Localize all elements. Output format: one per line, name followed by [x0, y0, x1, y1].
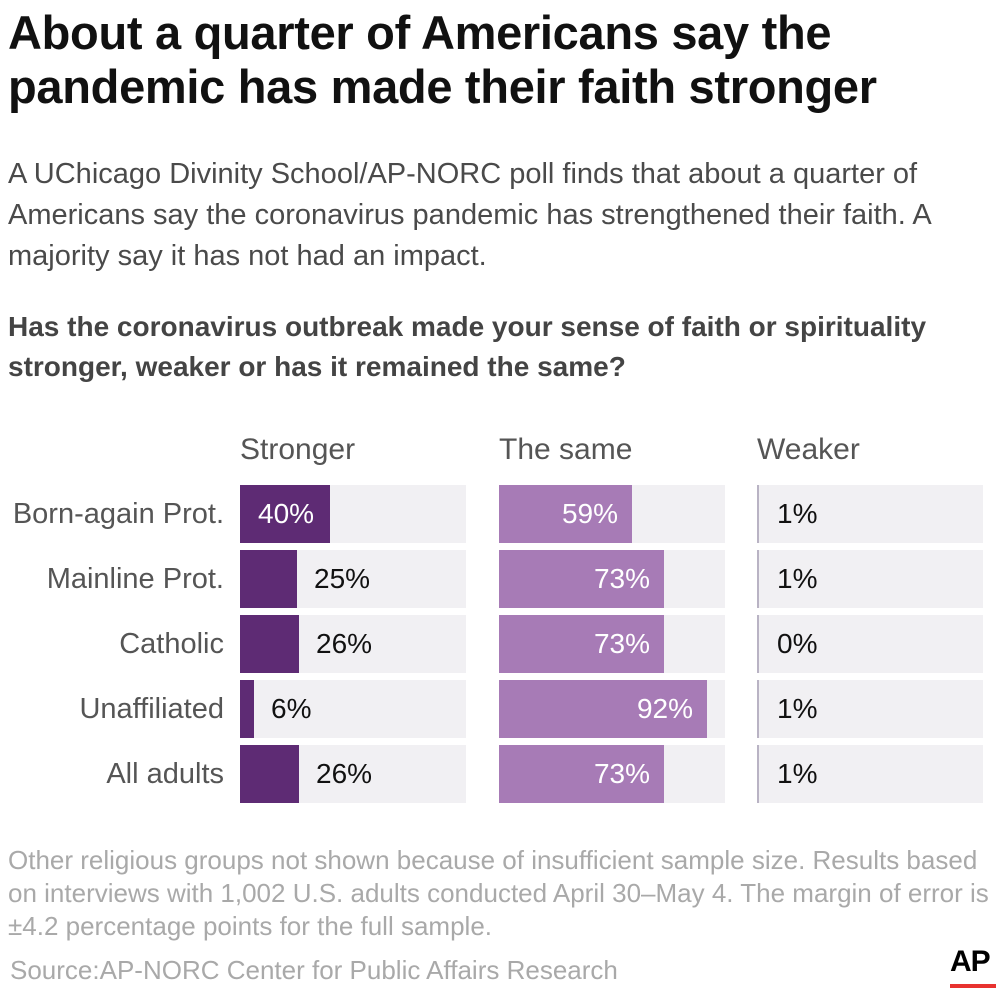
bar-stronger: [240, 615, 299, 673]
bar-track-same: 73%: [499, 550, 725, 608]
bar-stronger: [240, 680, 254, 738]
bar-stronger: [240, 550, 297, 608]
bar-weaker: [757, 745, 759, 803]
category-label: Catholic: [119, 628, 224, 660]
bar-weaker: [757, 680, 759, 738]
data-label-weaker: 0%: [777, 628, 818, 659]
bar-track-weaker: 1%: [757, 680, 983, 738]
footnote: Other religious groups not shown because…: [8, 845, 989, 941]
column-header-weaker: Weaker: [757, 433, 860, 466]
data-label-stronger: 26%: [316, 628, 373, 659]
data-label-same: 92%: [636, 693, 693, 724]
bar-stronger: [240, 745, 299, 803]
data-label-weaker: 1%: [777, 758, 818, 789]
data-label-stronger: 6%: [271, 693, 312, 724]
data-label-weaker: 1%: [777, 693, 818, 724]
data-label-same: 73%: [593, 628, 650, 659]
data-label-stronger: 26%: [316, 758, 373, 789]
bar-track-same: 73%: [499, 745, 725, 803]
category-label: Unaffiliated: [79, 693, 224, 725]
bar-same: [499, 680, 707, 738]
category-label: All adults: [106, 758, 224, 790]
data-label-stronger: 25%: [314, 563, 371, 594]
data-label-same: 59%: [561, 498, 618, 529]
bar-track-weaker: 1%: [757, 485, 983, 543]
column-header-stronger: Stronger: [240, 433, 356, 466]
bar-track-same: 59%: [499, 485, 725, 543]
data-label-same: 73%: [593, 563, 650, 594]
bar-weaker: [757, 485, 759, 543]
bar-track-weaker: 1%: [757, 745, 983, 803]
chart-subtitle: A UChicago Divinity School/AP-NORC poll …: [8, 158, 931, 272]
category-label: Born-again Prot.: [12, 498, 224, 530]
category-label: Mainline Prot.: [46, 563, 224, 595]
column-header-same: The same: [499, 433, 633, 466]
bar-same: [499, 550, 664, 608]
ap-logo: AP: [950, 945, 991, 978]
data-label-same: 73%: [593, 758, 650, 789]
bar-track-weaker: 0%: [757, 615, 983, 673]
data-label-weaker: 1%: [777, 498, 818, 529]
ap-logo-underline: [950, 984, 996, 988]
bar-track-stronger: 26%: [240, 615, 466, 673]
source-note: Source:AP-NORC Center for Public Affairs…: [10, 955, 618, 985]
bar-track-stronger: 26%: [240, 745, 466, 803]
bar-track-stronger: 40%: [240, 485, 466, 543]
bar-track-stronger: 25%: [240, 550, 466, 608]
bar-same: [499, 615, 664, 673]
bar-same: [499, 745, 664, 803]
bar-stronger: [240, 485, 330, 543]
chart-title: About a quarter of Americans say the pan…: [8, 6, 877, 113]
data-label-weaker: 1%: [777, 563, 818, 594]
bar-track-same: 73%: [499, 615, 725, 673]
bar-same: [499, 485, 632, 543]
data-label-stronger: 40%: [258, 498, 315, 529]
bar-track-same: 92%: [499, 680, 725, 738]
bar-track-stronger: 6%: [240, 680, 466, 738]
bar-weaker: [757, 550, 759, 608]
bar-track-weaker: 1%: [757, 550, 983, 608]
bar-weaker: [757, 615, 759, 673]
survey-question: Has the coronavirus outbreak made your s…: [8, 311, 927, 382]
